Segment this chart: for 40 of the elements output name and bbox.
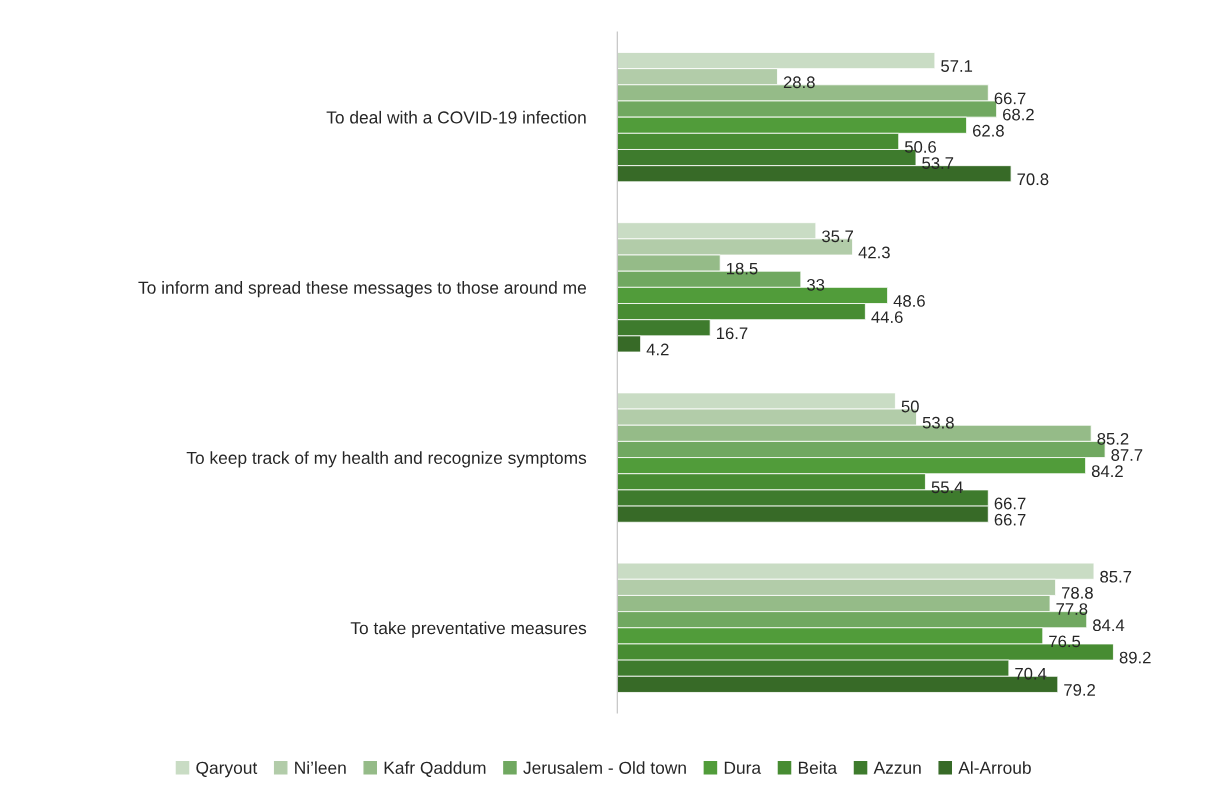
legend-label: Dura <box>724 761 762 774</box>
data-label: 87.7 <box>1111 449 1143 461</box>
data-label: 16.7 <box>717 327 748 340</box>
legend-label: Kafr Qaddum <box>384 761 486 778</box>
data-label: 85.7 <box>1100 570 1132 583</box>
legend-label: Al-Arroub <box>958 761 1031 774</box>
data-label: 84.2 <box>1091 465 1123 478</box>
data-label: 50.6 <box>904 141 936 153</box>
y-tick-label: To keep track of my health and recognize symptoms <box>186 451 587 468</box>
data-label: 50 <box>901 400 919 413</box>
data-label: 35.7 <box>822 230 854 243</box>
y-tick-label: To inform and spread these messages to those around me <box>138 281 586 298</box>
data-label: 42.3 <box>858 246 890 259</box>
data-label: 70.8 <box>1017 173 1049 186</box>
data-label: 4.2 <box>646 343 669 356</box>
data-label: 68.2 <box>1003 108 1034 121</box>
data-label: 66.7 <box>994 497 1026 510</box>
data-label: 66.7 <box>994 513 1026 526</box>
data-label: 79.2 <box>1064 684 1095 696</box>
data-label: 48.6 <box>893 295 925 307</box>
data-label: 44.6 <box>871 311 903 324</box>
data-label: 33 <box>807 278 825 291</box>
legend-label: Qaryout <box>196 761 258 778</box>
data-label: 78.8 <box>1061 586 1093 599</box>
data-label: 84.4 <box>1093 619 1125 632</box>
legend-label: Ni’leen <box>295 761 346 774</box>
data-label: 62.8 <box>972 124 1004 137</box>
legend-label: Jerusalem - Old town <box>523 761 686 774</box>
legend-label: Azzun <box>873 761 921 774</box>
data-label: 28.8 <box>783 76 815 89</box>
legend-label: Beita <box>798 761 838 774</box>
data-label: 70.4 <box>1015 667 1047 680</box>
data-label: 57.1 <box>941 60 973 72</box>
y-tick-label: To take preventative measures <box>350 621 587 638</box>
data-label: 53.8 <box>922 416 954 429</box>
data-label: 66.7 <box>994 92 1026 105</box>
data-label: 18.5 <box>727 262 758 275</box>
y-tick-label: To deal with a COVID-19 infection <box>326 110 586 124</box>
data-label: 89.2 <box>1119 651 1151 664</box>
data-label: 85.2 <box>1097 432 1129 445</box>
